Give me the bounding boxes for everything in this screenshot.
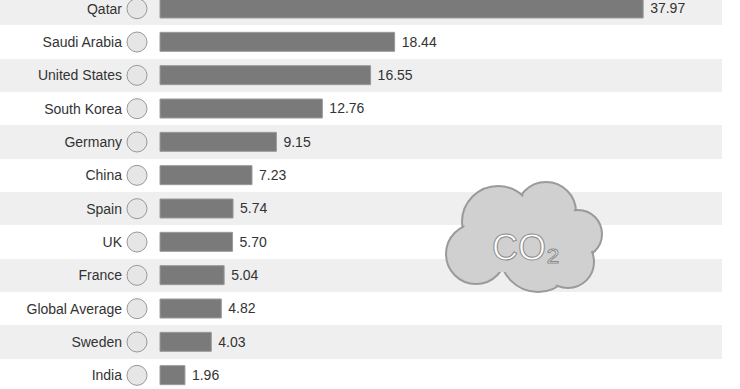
svg-text:Global Average: Global Average [27, 301, 123, 317]
svg-text:India: India [92, 367, 123, 383]
svg-text:4.03: 4.03 [218, 334, 245, 350]
svg-text:5.04: 5.04 [231, 267, 258, 283]
svg-text:5.70: 5.70 [240, 234, 267, 250]
svg-text:Germany: Germany [64, 134, 122, 150]
svg-text:China: China [85, 167, 122, 183]
svg-text:Spain: Spain [86, 201, 122, 217]
svg-text:5.74: 5.74 [240, 200, 267, 216]
svg-text:South Korea: South Korea [44, 101, 122, 117]
svg-text:12.76: 12.76 [329, 100, 364, 116]
svg-text:United States: United States [38, 67, 122, 83]
svg-text:4.82: 4.82 [228, 300, 255, 316]
svg-text:France: France [78, 267, 122, 283]
svg-text:16.55: 16.55 [378, 67, 413, 83]
svg-text:Sweden: Sweden [71, 334, 122, 350]
svg-text:CO₂: CO₂ [492, 227, 560, 268]
svg-text:Qatar: Qatar [87, 1, 122, 17]
svg-text:7.23: 7.23 [259, 167, 286, 183]
svg-text:9.15: 9.15 [283, 134, 310, 150]
svg-text:37.97: 37.97 [650, 0, 685, 16]
svg-text:UK: UK [103, 234, 123, 250]
svg-text:1.96: 1.96 [192, 367, 219, 383]
svg-text:Saudi Arabia: Saudi Arabia [43, 34, 123, 50]
svg-text:18.44: 18.44 [402, 34, 437, 50]
